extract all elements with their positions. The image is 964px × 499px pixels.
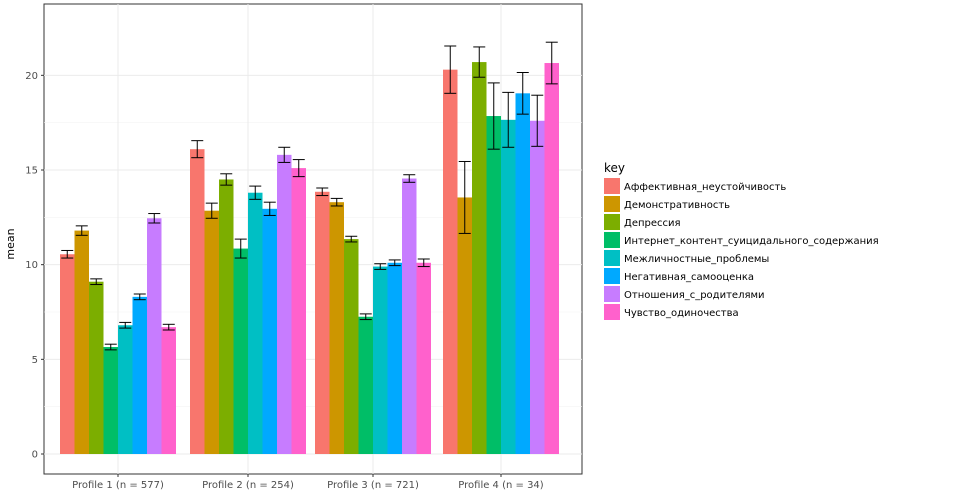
error-bars-group bbox=[61, 41, 558, 351]
legend-swatch bbox=[604, 232, 620, 248]
bar bbox=[515, 93, 530, 454]
legend-swatch bbox=[604, 214, 620, 230]
bar bbox=[132, 296, 147, 454]
legend-item-label: Негативная_самооценка bbox=[624, 272, 754, 283]
bar bbox=[277, 154, 292, 454]
bar bbox=[344, 239, 359, 454]
y-tick-label: 20 bbox=[25, 71, 38, 82]
legend-item-label: Демонстративность bbox=[624, 200, 730, 211]
bar bbox=[262, 208, 277, 454]
legend-swatch bbox=[604, 304, 620, 320]
y-tick-label: 0 bbox=[32, 450, 38, 461]
bar bbox=[118, 325, 133, 454]
bar bbox=[443, 69, 458, 455]
bar bbox=[457, 197, 472, 454]
bar bbox=[291, 168, 306, 454]
y-tick-label: 15 bbox=[25, 166, 38, 177]
bar bbox=[103, 347, 118, 454]
bar bbox=[486, 116, 501, 454]
bar bbox=[161, 327, 176, 454]
legend-item-label: Межличностные_проблемы bbox=[624, 254, 769, 265]
legend-item-label: Отношения_с_родителями bbox=[624, 290, 765, 301]
legend-item-label: Аффективная_неустойчивость bbox=[624, 182, 786, 193]
legend-item-label: Чувство_одиночества bbox=[624, 308, 739, 319]
bar bbox=[147, 218, 162, 454]
bar bbox=[89, 281, 104, 454]
legend-item-label: Депрессия bbox=[624, 218, 681, 229]
x-tick-label: Profile 4 (n = 34) bbox=[458, 480, 544, 491]
bar bbox=[402, 178, 417, 454]
bar bbox=[530, 120, 545, 455]
legend-swatch bbox=[604, 250, 620, 266]
legend-swatch bbox=[604, 196, 620, 212]
legend-item-label: Интернет_контент_суицидального_содержани… bbox=[624, 236, 879, 247]
bar bbox=[248, 192, 263, 454]
bar bbox=[501, 119, 516, 455]
bar bbox=[233, 248, 248, 454]
y-axis-ticks: 0 5 10 15 20 bbox=[25, 71, 44, 461]
x-tick-label: Profile 3 (n = 721) bbox=[327, 480, 419, 491]
bar bbox=[544, 63, 559, 454]
bars-group bbox=[60, 62, 559, 455]
bar bbox=[204, 210, 219, 454]
bar bbox=[329, 202, 344, 454]
legend-swatch bbox=[604, 178, 620, 194]
bar bbox=[416, 262, 431, 454]
bar bbox=[315, 191, 330, 455]
y-tick-label: 5 bbox=[32, 355, 38, 366]
bar bbox=[74, 230, 89, 454]
x-tick-label: Profile 2 (n = 254) bbox=[202, 480, 294, 491]
bar bbox=[358, 316, 373, 454]
bar bbox=[387, 262, 402, 454]
legend: key Аффективная_неустойчивость Демонстрат… bbox=[604, 161, 879, 320]
x-tick-label: Profile 1 (n = 577) bbox=[72, 480, 164, 491]
bar bbox=[60, 254, 75, 454]
bar bbox=[219, 179, 234, 454]
x-axis-ticks: Profile 1 (n = 577) Profile 2 (n = 254) Pr… bbox=[72, 474, 544, 491]
bar bbox=[373, 266, 388, 454]
bar bbox=[472, 62, 487, 454]
bar bbox=[190, 149, 205, 454]
legend-title: key bbox=[604, 161, 625, 175]
y-axis-title: mean bbox=[4, 228, 17, 259]
legend-swatch bbox=[604, 268, 620, 284]
legend-swatch bbox=[604, 286, 620, 302]
y-tick-label: 10 bbox=[25, 260, 38, 271]
